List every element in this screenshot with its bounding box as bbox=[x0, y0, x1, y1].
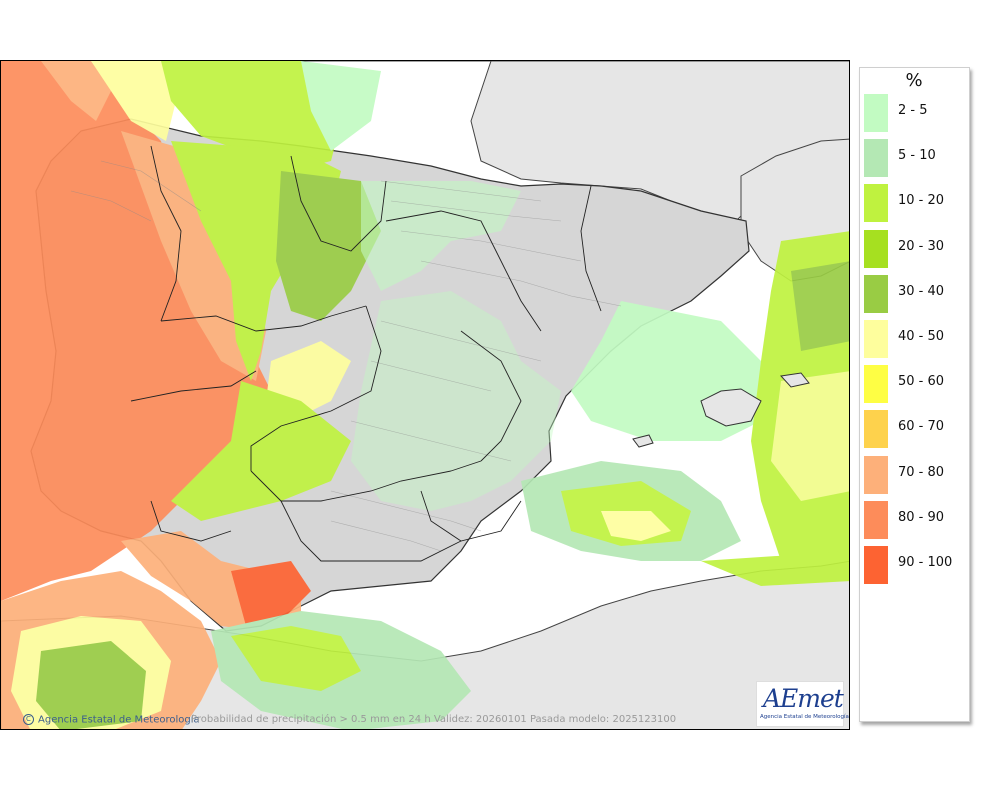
legend-swatch bbox=[864, 546, 888, 584]
legend-swatch bbox=[864, 94, 888, 132]
map-svg bbox=[1, 61, 849, 729]
legend-label: 2 - 5 bbox=[898, 103, 928, 118]
legend-label: 60 - 70 bbox=[898, 419, 945, 435]
legend-item: 5 - 10 bbox=[864, 137, 968, 179]
legend-item: 30 - 40 bbox=[864, 273, 968, 315]
legend-title: % bbox=[905, 70, 923, 91]
probability-shading bbox=[1, 61, 849, 729]
legend-item: 90 - 100 bbox=[864, 544, 968, 586]
logo-wordmark: AEmet bbox=[763, 684, 844, 713]
precipitation-map: C Agencia Estatal de Meteorología Probabi… bbox=[0, 60, 850, 730]
legend-label: 30 - 40 bbox=[898, 283, 945, 299]
legend-swatch bbox=[864, 320, 888, 358]
legend-item: 80 - 90 bbox=[864, 499, 968, 541]
legend-label: 20 - 30 bbox=[898, 238, 945, 254]
legend-label: 40 - 50 bbox=[898, 329, 945, 344]
legend-item: 60 - 70 bbox=[864, 408, 968, 450]
legend-item: 40 - 50 bbox=[864, 318, 968, 360]
legend-label: 90 - 100 bbox=[898, 555, 953, 570]
legend-item: 10 - 20 bbox=[864, 182, 968, 224]
ibiza-island bbox=[632, 434, 654, 448]
copyright-icon: C bbox=[23, 714, 34, 725]
legend-item: 20 - 30 bbox=[864, 228, 968, 270]
legend-label: 80 - 90 bbox=[898, 509, 945, 525]
legend-swatch bbox=[864, 229, 888, 268]
legend-label: 50 - 60 bbox=[898, 374, 945, 390]
legend-label: 70 - 80 bbox=[898, 464, 945, 480]
legend-swatch bbox=[864, 500, 888, 539]
legend-item: 70 - 80 bbox=[864, 454, 968, 496]
legend-label: 5 - 10 bbox=[898, 148, 936, 164]
terrain-relief bbox=[70, 160, 622, 552]
province-borders bbox=[130, 145, 602, 562]
legend-item: 50 - 60 bbox=[864, 363, 968, 405]
legend-swatch bbox=[864, 455, 888, 494]
credit-label: Agencia Estatal de Meteorología bbox=[38, 714, 200, 726]
legend-swatch bbox=[864, 139, 888, 178]
mallorca-island bbox=[700, 388, 762, 427]
legend-swatch bbox=[864, 410, 888, 449]
menorca-island bbox=[780, 372, 810, 388]
legend-panel: % 2 - 5 5 - 10 10 - 20 20 - 30 30 - 40 40 - 5… bbox=[859, 67, 970, 722]
legend-swatch bbox=[864, 365, 888, 404]
logo-subtitle: Agencia Estatal de Meteorología bbox=[760, 714, 849, 720]
aemet-logo: AEmet Agencia Estatal de Meteorología bbox=[756, 681, 849, 727]
legend-swatch bbox=[864, 184, 888, 223]
legend-label: 10 - 20 bbox=[898, 193, 945, 209]
legend-swatch bbox=[864, 274, 888, 313]
legend-item: 2 - 5 bbox=[864, 92, 968, 134]
map-caption: Probabilidad de precipitación > 0.5 mm e… bbox=[191, 714, 677, 725]
credit-text: C Agencia Estatal de Meteorología bbox=[23, 714, 200, 726]
